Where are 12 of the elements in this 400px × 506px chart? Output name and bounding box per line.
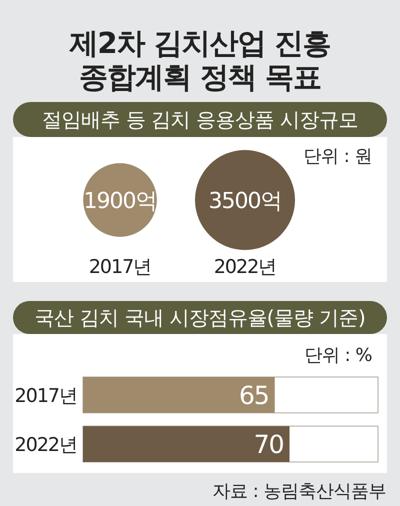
text: 절임배추 등 김치 응용상품 시장규모 xyxy=(42,108,358,132)
data-label: 65 xyxy=(238,380,269,410)
text: 자료 : 농림축산식품부 xyxy=(212,481,386,502)
text: 단위 : % xyxy=(304,345,372,366)
text: 제2차 김치산업 진흥 종합계획 정책 목표 xyxy=(68,26,331,94)
data-label: 1900억 xyxy=(84,189,156,214)
category-label: 2017년 xyxy=(88,256,152,278)
text: 단위 : 원 xyxy=(303,146,372,167)
category-label: 2022년 xyxy=(214,256,276,278)
data-label: 70 xyxy=(254,430,284,460)
data-label: 3500억 xyxy=(208,189,282,214)
chart-title: 국산 김치 국내 시장점유율(물량 기준) xyxy=(34,306,366,330)
